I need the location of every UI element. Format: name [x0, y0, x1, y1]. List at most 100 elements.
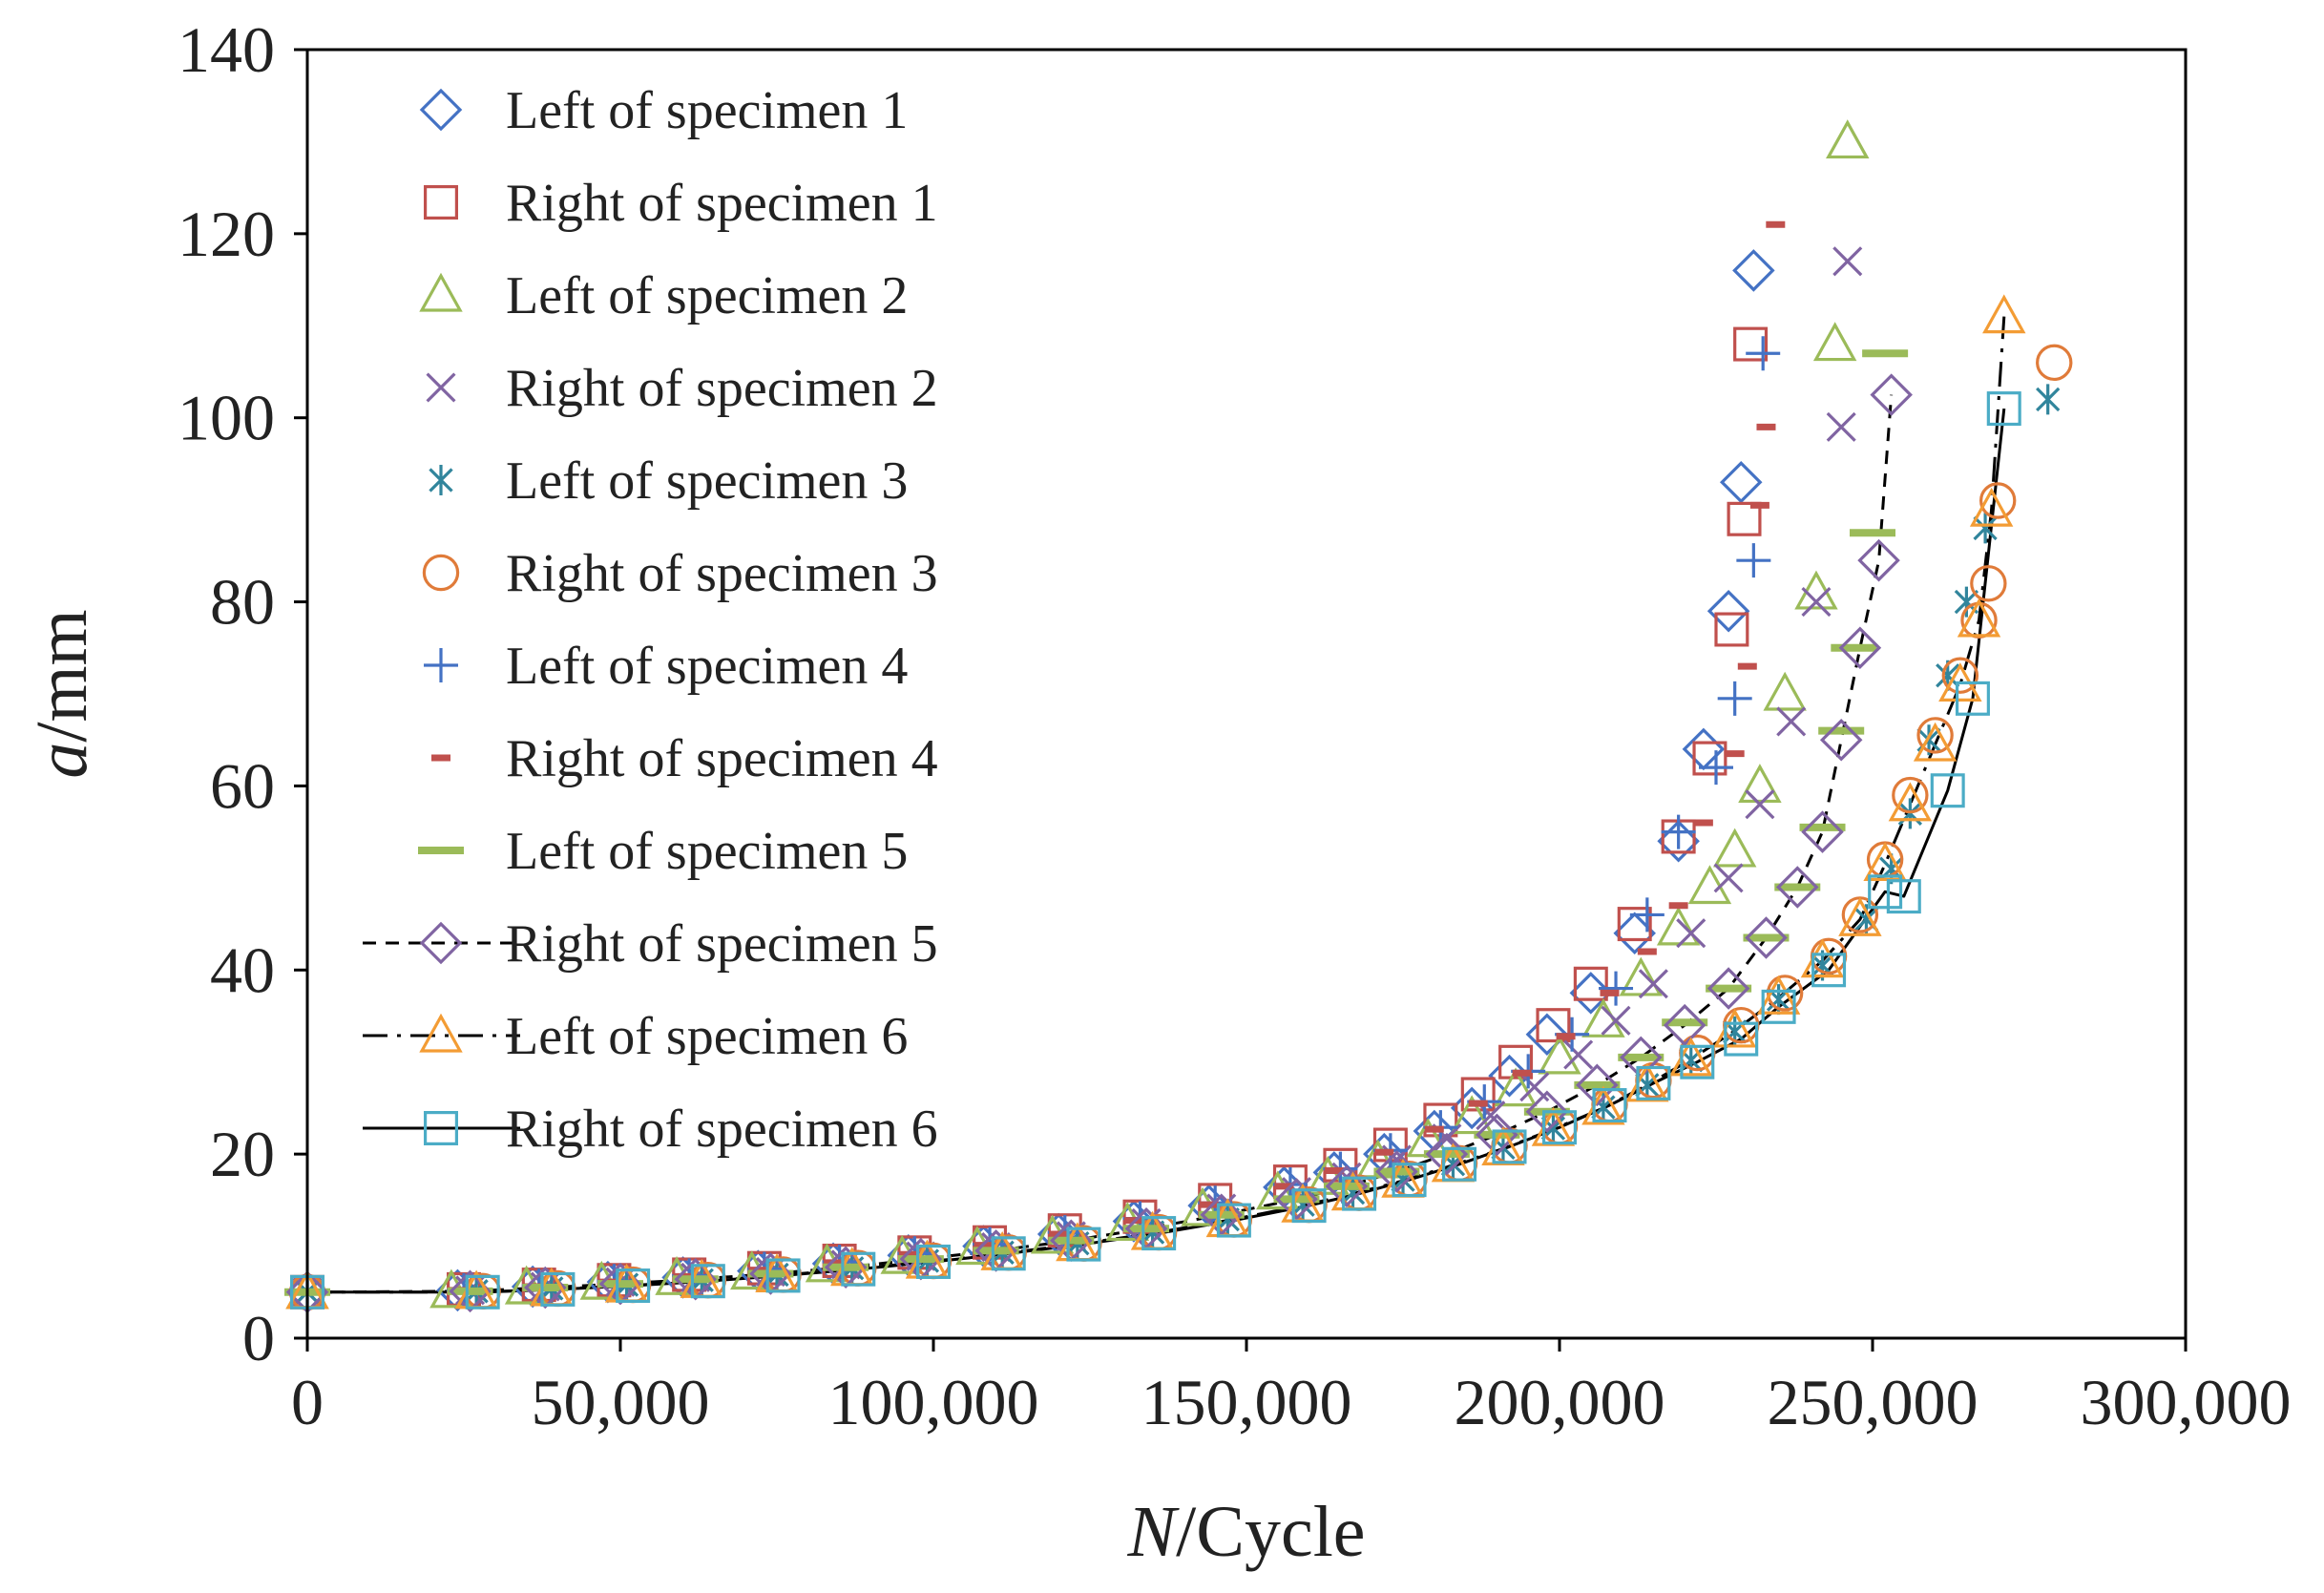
data-point: [1811, 953, 1847, 988]
data-point: [1599, 971, 1634, 1006]
legend-marker: [424, 185, 459, 220]
y-tick-label: 0: [242, 1302, 275, 1374]
data-point: [1492, 1129, 1527, 1164]
data-point: [1756, 975, 1801, 1015]
y-tick-label: 100: [178, 382, 275, 454]
data-point: [1812, 322, 1857, 362]
legend-marker: [419, 88, 463, 132]
data-point: [1541, 1110, 1577, 1145]
y-tick-label: 60: [210, 749, 275, 822]
data-point: [1066, 1226, 1101, 1262]
data-point: [1719, 460, 1763, 504]
data-point: [1973, 513, 1998, 544]
data-point: [1982, 294, 2026, 334]
legend-marker: [419, 1013, 463, 1053]
data-point: [1838, 626, 1882, 670]
data-point: [1986, 391, 2021, 427]
data-point: [1291, 1188, 1327, 1224]
legend-label: Right of specimen 4: [506, 729, 938, 788]
data-point: [1733, 326, 1769, 362]
legend-item: Right of specimen 1: [424, 174, 938, 233]
legend-label: Right of specimen 6: [506, 1100, 938, 1159]
data-point: [1886, 879, 1921, 914]
legend-marker: [424, 648, 458, 682]
data-point: [1692, 741, 1727, 776]
legend-marker: [429, 465, 453, 495]
legend-item: Left of specimen 4: [424, 637, 908, 696]
data-point: [1638, 969, 1668, 999]
data-point: [1488, 1054, 1531, 1098]
data-point: [1916, 717, 1954, 754]
legend-item: Right of specimen 2: [426, 359, 938, 418]
data-point: [1699, 750, 1733, 786]
data-point: [1801, 587, 1832, 618]
data-point: [1766, 975, 1804, 1012]
data-point: [1970, 565, 2007, 602]
data-point: [1450, 1095, 1494, 1135]
data-point: [1356, 1139, 1400, 1179]
y-axis-title: a/mm: [22, 609, 102, 778]
data-point: [1601, 1005, 1631, 1036]
legend-item: Left of specimen 1: [419, 81, 908, 140]
legend-item: Right of specimen 4: [431, 729, 938, 788]
legend-item: Right of specimen 5: [363, 914, 938, 974]
data-point: [690, 1264, 725, 1299]
data-point: [1826, 119, 1870, 159]
data-point: [1573, 966, 1608, 1001]
data-point: [1832, 246, 1863, 277]
legend-label: Left of specimen 2: [506, 266, 908, 325]
data-point: [1538, 1035, 1581, 1075]
data-point: [616, 1268, 651, 1304]
data-point: [1676, 918, 1706, 949]
legend-item: Left of specimen 3: [429, 451, 908, 511]
data-point: [1525, 1090, 1569, 1134]
data-point: [1717, 681, 1752, 716]
data-point: [1525, 1013, 1569, 1057]
legend-item: Left of specimen 5: [418, 822, 908, 881]
data-point: [1216, 1203, 1251, 1238]
data-point: [1661, 814, 1696, 849]
legend-label: Left of specimen 4: [506, 637, 908, 696]
legend: Left of specimen 1 Right of specimen 1 Lef…: [363, 81, 938, 1159]
data-point: [540, 1271, 576, 1307]
data-point: [1494, 1067, 1538, 1107]
data-points: [284, 119, 2073, 1314]
data-point: [1913, 722, 1958, 762]
y-tick-label: 140: [178, 13, 275, 86]
x-tick-label: 300,000: [2081, 1366, 2292, 1438]
x-tick-label: 200,000: [1455, 1366, 1665, 1438]
data-point: [1776, 706, 1807, 737]
data-point: [1576, 1063, 1619, 1107]
data-point: [1476, 1113, 1518, 1157]
data-point: [2036, 384, 2061, 415]
data-point: [1761, 989, 1796, 1024]
legend-item: Right of specimen 3: [422, 544, 938, 603]
data-point: [1736, 543, 1771, 578]
data-point: [2036, 344, 2073, 382]
data-point: [915, 1244, 951, 1279]
data-point: [1941, 657, 1979, 694]
legend-label: Left of specimen 5: [506, 822, 908, 881]
legend-label: Left of specimen 3: [506, 451, 908, 511]
data-point: [1763, 671, 1807, 711]
y-tick-label: 20: [210, 1118, 275, 1190]
data-point: [1712, 828, 1757, 868]
data-point: [1819, 718, 1863, 762]
data-point: [1957, 597, 2001, 638]
legend-item: Left of specimen 6: [363, 1007, 908, 1066]
data-point: [1801, 810, 1844, 853]
legend-label: Right of specimen 3: [506, 544, 938, 603]
legend-label: Right of specimen 1: [506, 174, 938, 233]
data-point: [1498, 1044, 1534, 1079]
legend-item: Left of specimen 2: [419, 266, 908, 325]
data-point: [1629, 897, 1664, 933]
data-point: [1979, 482, 2017, 519]
x-tick-label: 100,000: [828, 1366, 1039, 1438]
data-point: [1680, 1044, 1715, 1079]
data-point: [1892, 776, 1929, 814]
data-point: [1714, 612, 1749, 647]
legend-label: Left of specimen 1: [506, 81, 908, 140]
y-tick-label: 40: [210, 933, 275, 1006]
